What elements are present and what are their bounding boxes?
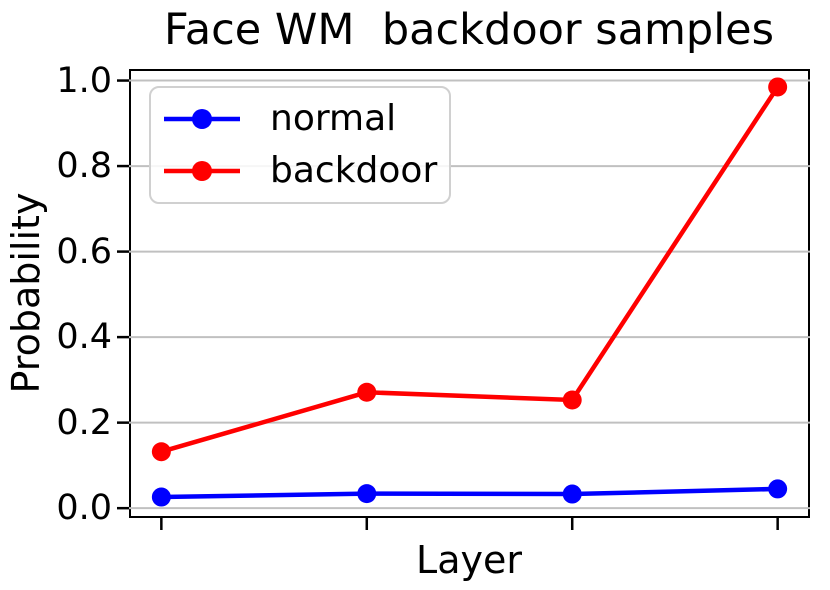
y-tick-label: 0.4 xyxy=(56,317,112,358)
legend-label-normal: normal xyxy=(270,98,397,139)
data-point-backdoor xyxy=(356,382,376,402)
legend-marker-normal xyxy=(164,109,240,129)
series-line-normal xyxy=(160,486,778,499)
y-tick-label: 0.6 xyxy=(56,231,112,272)
legend-item-backdoor: backdoor xyxy=(151,145,449,197)
y-tick-label: 0.0 xyxy=(56,488,112,529)
y-tick-label: 0.2 xyxy=(56,402,112,443)
legend-label-backdoor: backdoor xyxy=(270,150,438,191)
data-point-normal xyxy=(151,487,171,507)
series-line-backdoor xyxy=(160,85,780,454)
data-point-normal xyxy=(767,478,787,498)
y-axis-label: Probability xyxy=(4,192,48,394)
y-tick-label: 1.0 xyxy=(56,60,112,101)
chart-canvas xyxy=(116,76,810,530)
x-axis-label: Layer xyxy=(416,538,522,582)
y-tick-label: 0.8 xyxy=(56,146,112,187)
legend-marker-backdoor xyxy=(164,161,240,181)
legend-item-normal: normal xyxy=(151,93,449,145)
data-point-normal xyxy=(562,484,582,504)
chart-title: Face WM backdoor samples xyxy=(163,5,775,55)
data-point-normal xyxy=(356,483,376,503)
data-point-backdoor xyxy=(767,76,787,96)
data-point-backdoor xyxy=(151,441,171,461)
legend: normal backdoor xyxy=(149,86,451,204)
data-point-backdoor xyxy=(562,389,582,409)
